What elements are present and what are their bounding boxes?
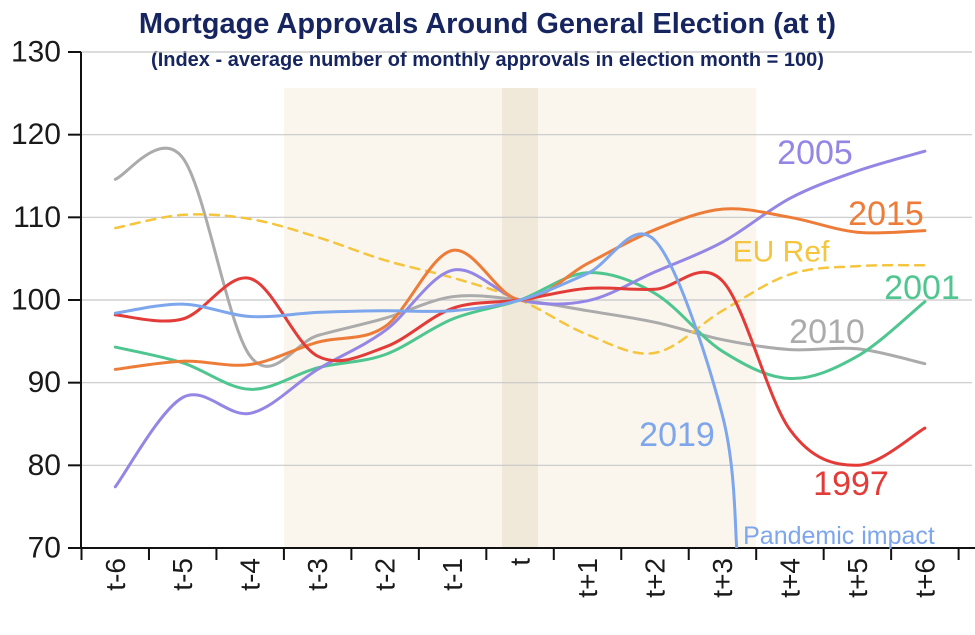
- series-line-2010: [113, 146, 927, 368]
- series-line-2019: [113, 232, 739, 548]
- xtick-label-t-1: t-1: [437, 558, 468, 591]
- series-label-2001: 2001: [884, 269, 960, 307]
- xtick-label-t-4: t-4: [235, 558, 266, 591]
- chart-subtitle: (Index - average number of monthly appro…: [151, 49, 824, 71]
- xtick-label-t+6: t+6: [909, 558, 940, 598]
- series-label-2010: 2010: [789, 313, 865, 351]
- ytick-label-110: 110: [13, 201, 61, 234]
- ytick-label-90: 90: [28, 366, 61, 399]
- series-label-2015: 2015: [848, 195, 924, 233]
- series-label-pandemic-impact: Pandemic impact: [743, 522, 935, 550]
- ytick-label-100: 100: [11, 283, 61, 316]
- xtick-label-t+1: t+1: [572, 558, 603, 598]
- ytick-label-130: 130: [11, 35, 61, 68]
- xtick-label-t-6: t-6: [100, 558, 131, 591]
- ytick-label-120: 120: [11, 118, 61, 151]
- xtick-label-t+3: t+3: [707, 558, 738, 598]
- ytick-label-70: 70: [28, 532, 61, 565]
- series-label-1997: 1997: [813, 465, 889, 503]
- series-label-eu-ref: EU Ref: [733, 236, 830, 269]
- chart-title: Mortgage Approvals Around General Electi…: [138, 8, 837, 40]
- series-label-2019: 2019: [639, 416, 715, 454]
- xtick-label-t+4: t+4: [774, 558, 805, 598]
- xtick-label-t+5: t+5: [842, 558, 873, 598]
- xtick-label-t-5: t-5: [167, 558, 198, 591]
- xtick-label-t: t: [505, 558, 536, 566]
- series-label-2005: 2005: [777, 134, 853, 172]
- xtick-label-t+2: t+2: [640, 558, 671, 598]
- xtick-label-t-3: t-3: [302, 558, 333, 591]
- ytick-label-80: 80: [28, 449, 61, 482]
- election-month-band: [502, 88, 538, 548]
- xtick-label-t-2: t-2: [370, 558, 401, 591]
